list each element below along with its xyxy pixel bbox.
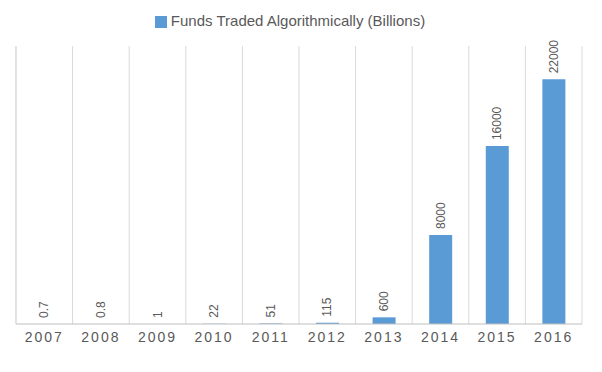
svg-text:2010: 2010 (195, 329, 234, 345)
svg-text:2013: 2013 (364, 329, 403, 345)
svg-text:2012: 2012 (308, 329, 347, 345)
svg-text:115: 115 (320, 297, 334, 316)
svg-text:22: 22 (207, 304, 221, 318)
svg-text:600: 600 (377, 291, 391, 311)
svg-text:51: 51 (264, 304, 278, 318)
svg-text:2011: 2011 (252, 329, 290, 345)
svg-text:0.7: 0.7 (37, 301, 51, 318)
svg-text:2015: 2015 (478, 329, 517, 345)
svg-text:2014: 2014 (421, 329, 460, 345)
svg-text:8000: 8000 (434, 202, 448, 229)
svg-text:16000: 16000 (490, 106, 504, 140)
svg-text:1: 1 (151, 311, 165, 318)
svg-text:0.8: 0.8 (94, 301, 108, 318)
svg-text:2009: 2009 (138, 329, 177, 345)
html-text:Funds Traded Algorithmically (: Funds Traded Algorithmically (Billions) (170, 12, 426, 29)
svg-text:2008: 2008 (81, 329, 120, 345)
svg-text:22000: 22000 (547, 40, 561, 74)
svg-text:2016: 2016 (534, 329, 573, 345)
svg-text:2007: 2007 (25, 329, 64, 345)
